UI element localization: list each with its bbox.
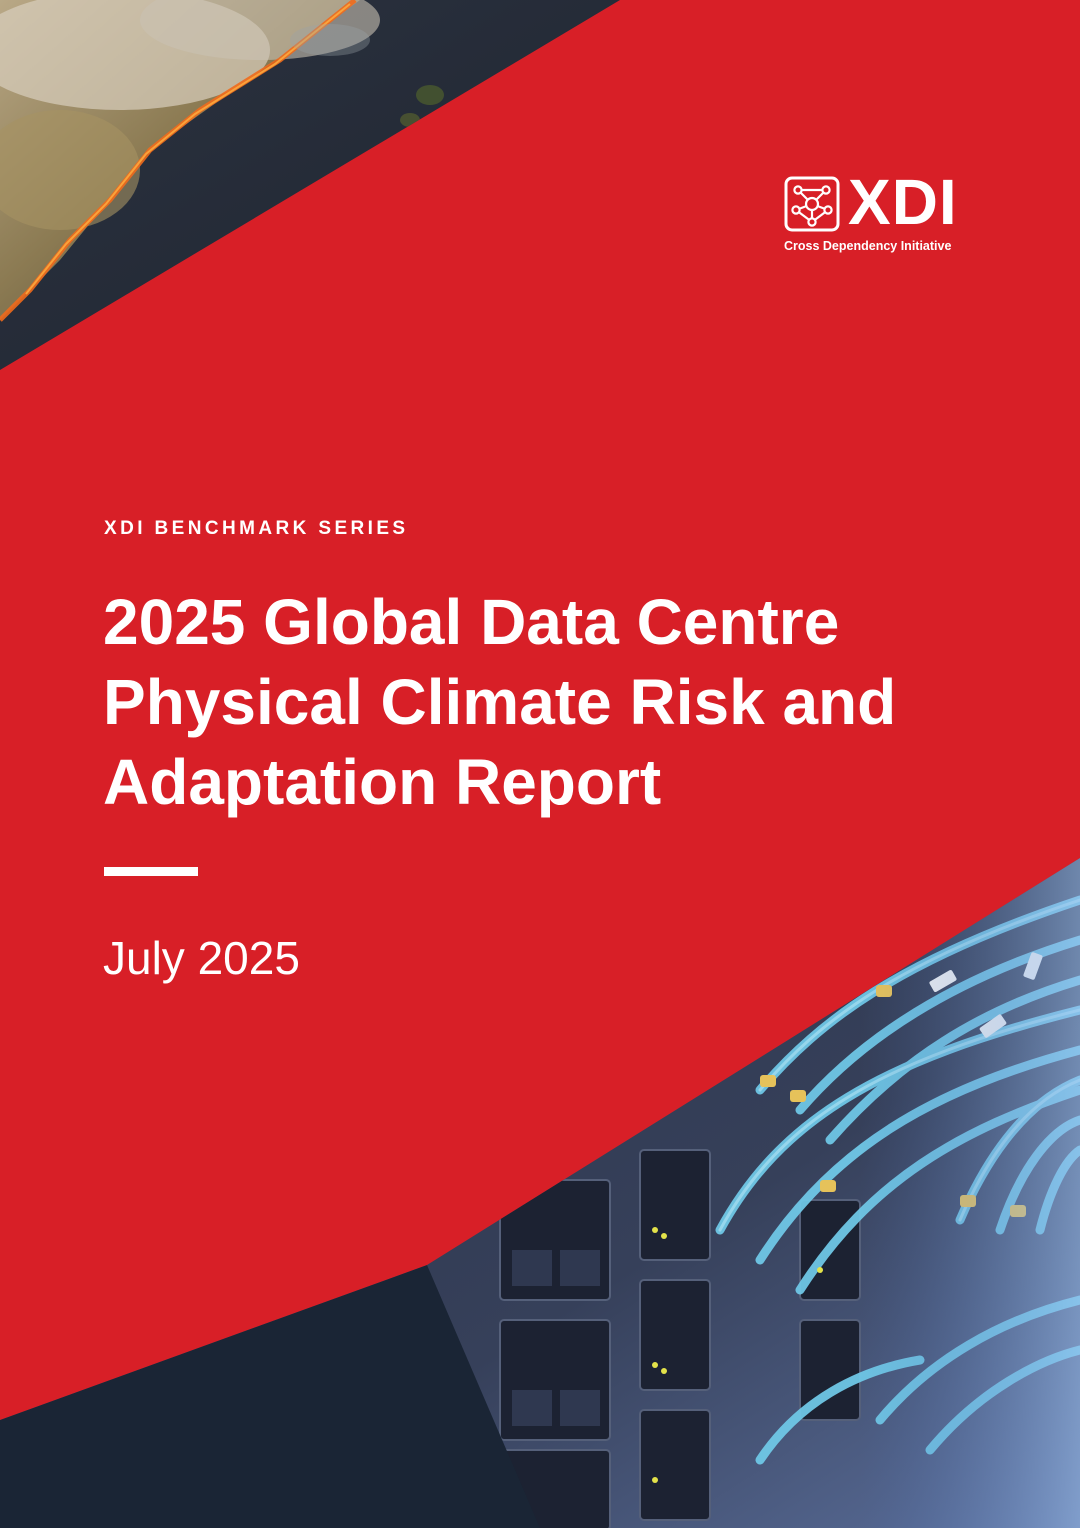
xdi-logo: XDI Cross Dependency Initiative (784, 170, 984, 260)
report-title: 2025 Global Data Centre Physical Climate… (103, 582, 1003, 822)
report-title-line: Adaptation Report (103, 746, 662, 818)
report-title-line: Physical Climate Risk and (103, 666, 897, 738)
logo-tagline: Cross Dependency Initiative (784, 239, 952, 253)
logo-wordmark: XDI (848, 166, 958, 238)
network-node-icon (784, 176, 840, 232)
series-label: XDI BENCHMARK SERIES (104, 518, 409, 539)
navy-panel (0, 1265, 540, 1528)
publication-date: July 2025 (103, 932, 300, 984)
title-divider (104, 867, 198, 876)
report-title-line: 2025 Global Data Centre (103, 586, 840, 658)
